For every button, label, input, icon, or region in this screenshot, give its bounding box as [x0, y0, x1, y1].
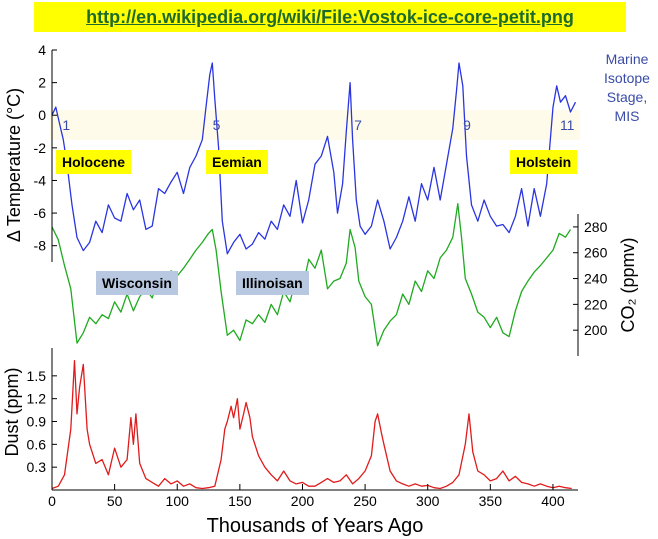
period-label-illinoisan: Illinoisan	[236, 271, 309, 295]
mis-title-line: Marine	[605, 51, 649, 67]
co2-tick-label: 200	[584, 322, 608, 338]
temperature-tick-label: -4	[34, 172, 47, 188]
co2-tick-label: 220	[584, 296, 608, 312]
dust-tick-label: 0.6	[27, 436, 47, 452]
mis-stage-label: 9	[463, 117, 471, 133]
mis-stage-label: 1	[62, 117, 70, 133]
x-tick-label: 0	[48, 493, 56, 509]
temperature-tick-label: 2	[38, 75, 46, 91]
mis-title-line: Stage,	[606, 89, 648, 105]
dust-tick-label: 0.9	[27, 414, 47, 430]
dust-series-line	[51, 359, 572, 490]
mis-stage-label: 11	[560, 117, 575, 133]
x-tick-label: 250	[353, 493, 377, 509]
dust-tick-label: 1.5	[27, 368, 47, 384]
co2-tick-label: 240	[584, 271, 608, 287]
mis-band	[50, 110, 580, 140]
x-tick-label: 50	[107, 493, 123, 509]
mis-stage-label: 7	[354, 117, 362, 133]
co2-axis-title: CO₂ (ppmv)	[618, 238, 638, 333]
mis-stage-label: 5	[213, 117, 221, 133]
period-label-holocene: Holocene	[56, 150, 132, 174]
temperature-tick-label: 0	[38, 107, 46, 123]
x-tick-label: 300	[416, 493, 440, 509]
x-tick-label: 350	[479, 493, 503, 509]
x-tick-label: 400	[541, 493, 565, 509]
temperature-tick-label: -8	[34, 238, 47, 254]
co2-tick-label: 280	[584, 219, 608, 235]
dust-tick-label: 1.2	[27, 391, 47, 407]
mis-title-line: Isotope	[604, 70, 650, 86]
axis-layer: 4 2 0 -2 -4 -6 -8 200 220 240 260 280 0.3 0.6 0.9 1.2 1.…	[27, 42, 608, 509]
period-label-holstein: Holstein	[510, 150, 578, 174]
co2-tick-label: 260	[584, 245, 608, 261]
period-label-eemian: Eemian	[206, 150, 268, 174]
temperature-tick-label: -6	[34, 205, 47, 221]
period-label-wisconsin: Wisconsin	[96, 271, 178, 295]
x-tick-label: 100	[166, 493, 190, 509]
source-url-banner: http://en.wikipedia.org/wiki/File:Vostok…	[34, 2, 626, 32]
mis-title: Marine Isotope Stage, MIS	[592, 50, 658, 126]
temperature-tick-label: 4	[38, 42, 46, 58]
dust-tick-label: 0.3	[27, 459, 47, 475]
dust-axis-title: Dust (ppm)	[2, 367, 22, 456]
source-url-link[interactable]: http://en.wikipedia.org/wiki/File:Vostok…	[86, 6, 574, 27]
x-tick-label: 200	[291, 493, 315, 509]
x-axis-title: Thousands of Years Ago	[207, 515, 424, 537]
temperature-series-line	[51, 62, 577, 255]
temperature-axis-title: Δ Temperature (°C)	[4, 88, 24, 242]
temperature-tick-label: -2	[34, 140, 47, 156]
mis-title-line: MIS	[614, 108, 640, 124]
x-tick-label: 150	[228, 493, 252, 509]
